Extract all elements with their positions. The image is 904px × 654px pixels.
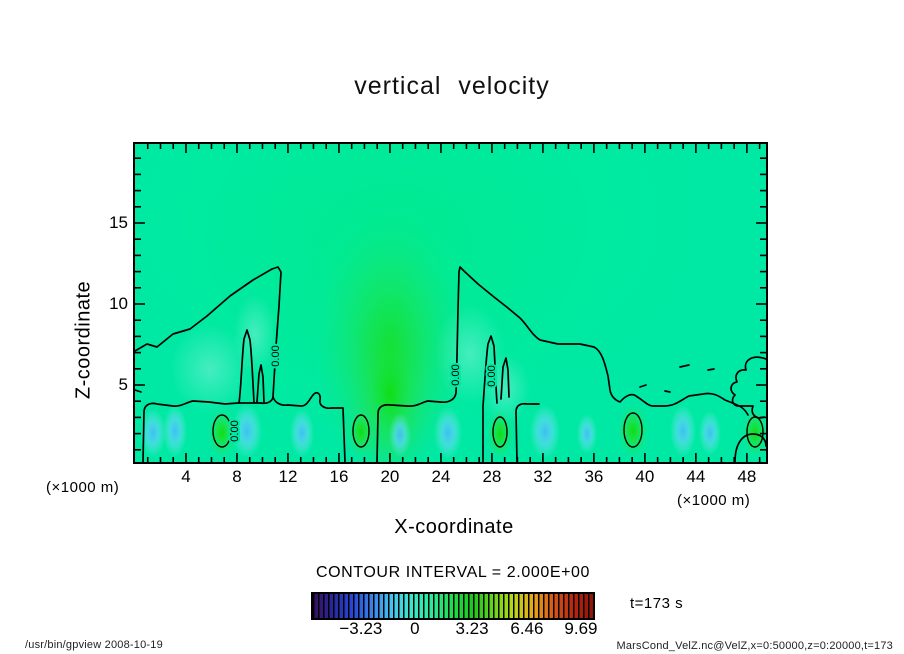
command-footer: /usr/bin/gpview 2008-10-19 [25, 639, 163, 651]
x-tick-label: 40 [635, 467, 655, 486]
colorbar-tick-label: 0 [410, 619, 420, 638]
contour-plot-canvas: 0.00 0.00 0.00 0.00 [135, 144, 766, 462]
field-shading [135, 144, 766, 462]
y-tick-label: 5 [118, 375, 128, 394]
x-tick-label: 36 [584, 467, 604, 486]
contour-label: 0.00 [270, 345, 282, 366]
x-tick-label: 4 [181, 467, 191, 486]
x-tick-label: 24 [431, 467, 451, 486]
colorbar-tick-label: −3.23 [339, 619, 383, 638]
contour-interval-note: CONTOUR INTERVAL = 2.000E+00 [315, 564, 591, 581]
x-tick-label: 12 [278, 467, 298, 486]
x-tick-label: 16 [329, 467, 349, 486]
contour-value-labels: 0.00 0.00 0.00 0.00 [227, 343, 500, 443]
zero-contour-lines [135, 266, 766, 462]
colorbar-tick-label: 9.69 [564, 619, 598, 638]
y-tick-label: 15 [109, 213, 128, 232]
x-axis-title: X-coordinate [394, 516, 514, 538]
x-tick-label: 48 [737, 467, 757, 486]
plot-area: 0.00 0.00 0.00 0.00 [133, 142, 768, 464]
data-source-footer: MarsCond_VelZ.nc@VelZ,x=0:50000,z=0:2000… [616, 640, 893, 652]
x-tick-label: 20 [380, 467, 400, 486]
colorbar-tick-label: 3.23 [455, 619, 489, 638]
contour-label: 0.00 [486, 365, 498, 386]
x-tick-label: 44 [686, 467, 706, 486]
x-tick-label: 8 [232, 467, 242, 486]
y-tick-label: 10 [109, 294, 128, 313]
contour-label: 0.00 [229, 420, 241, 441]
y-axis-unit-note: (×1000 m) [46, 479, 120, 496]
x-tick-label: 32 [533, 467, 553, 486]
chart-title: vertical velocity [354, 72, 550, 100]
colorbar [311, 592, 595, 620]
x-tick-label: 28 [482, 467, 502, 486]
axis-ticks [135, 144, 766, 462]
contour-label: 0.00 [450, 364, 462, 385]
x-axis-unit-note: (×1000 m) [677, 492, 751, 509]
colorbar-tick-label: 6.46 [510, 619, 544, 638]
time-label: t=173 s [630, 595, 684, 612]
